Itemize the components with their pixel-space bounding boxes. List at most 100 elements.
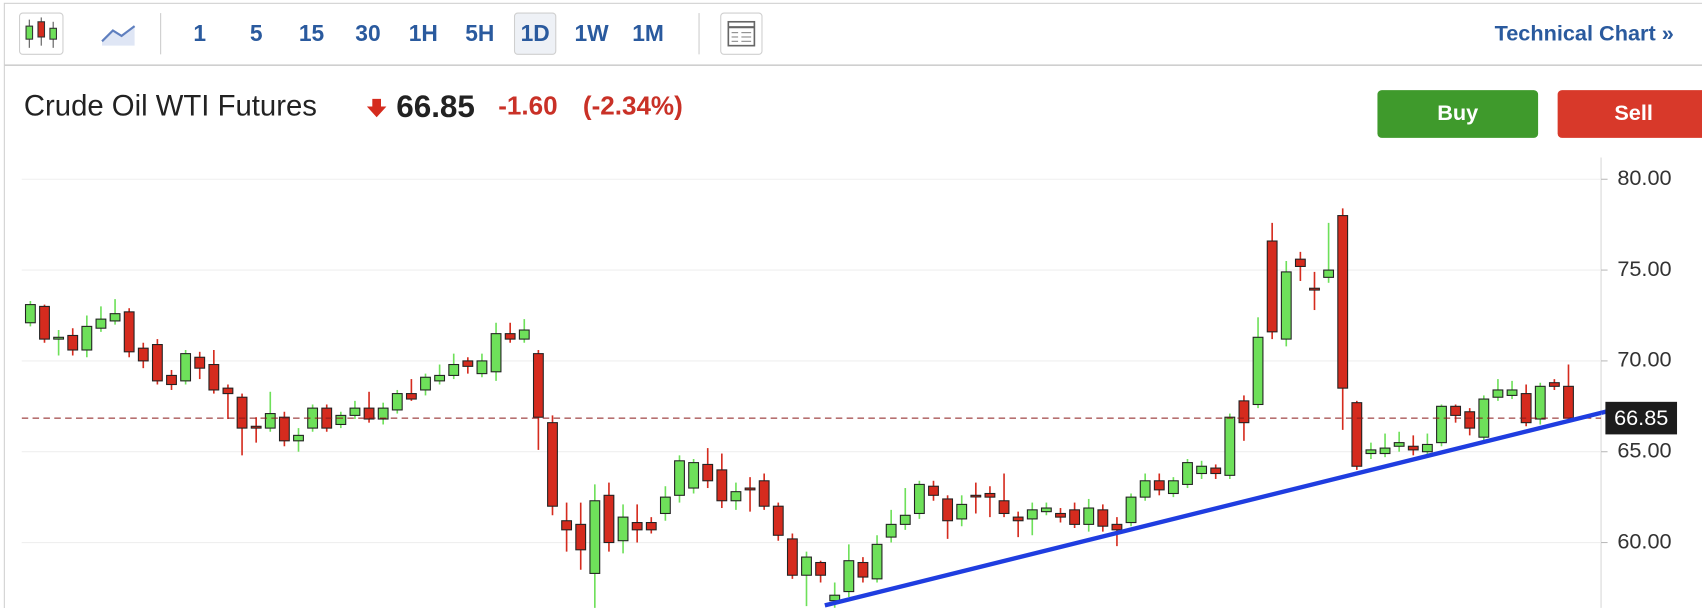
candle-body <box>603 494 615 544</box>
candle-body <box>222 387 234 395</box>
candle-body <box>617 516 629 542</box>
interval-button[interactable]: 1H <box>409 20 438 46</box>
candle-body <box>758 480 770 507</box>
chart-type-candles[interactable] <box>18 12 64 55</box>
candle-body <box>1083 507 1095 525</box>
candle-body <box>1393 442 1405 447</box>
interval-button[interactable]: 5 <box>250 20 263 46</box>
interval-button[interactable]: 15 <box>299 20 325 46</box>
price-change-pct: (-2.34%) <box>583 90 683 120</box>
candle-body <box>801 556 812 576</box>
candle-body <box>1280 271 1292 340</box>
y-tick-label: 75.00 <box>1617 256 1671 281</box>
instrument-name: Crude Oil WTI Futures <box>24 89 317 122</box>
candle-body <box>1492 389 1504 398</box>
interval-group: 1 5 15 30 1H 5H 1D 1W 1M <box>193 12 664 55</box>
candle-body <box>702 463 714 482</box>
last-price-label: 66.85 <box>1614 405 1668 430</box>
candle-body <box>349 407 361 416</box>
grid <box>21 178 1602 544</box>
y-tick-label: 60.00 <box>1617 528 1671 553</box>
candle-body <box>589 500 601 574</box>
candle-body <box>1309 287 1320 291</box>
candle-body <box>1139 480 1151 498</box>
candle-body <box>278 416 290 442</box>
candle-body <box>645 522 657 531</box>
interval-button[interactable]: 1W <box>574 20 609 46</box>
candle-body <box>81 325 93 351</box>
candle-body <box>1450 405 1462 416</box>
candle-body <box>716 469 728 502</box>
candle-body <box>264 413 276 429</box>
candle-body <box>67 334 79 351</box>
candle-body <box>1026 509 1038 520</box>
candle-body <box>1534 385 1546 420</box>
candle-body <box>1407 445 1419 451</box>
interval-button[interactable]: 1 <box>193 20 206 46</box>
candle-body <box>786 538 798 576</box>
candle-body <box>631 522 643 531</box>
chart-type-area[interactable] <box>101 25 136 46</box>
candle-body <box>1506 389 1518 396</box>
candle-body <box>1125 496 1137 524</box>
buy-label[interactable]: Buy <box>1437 100 1478 125</box>
candle-body <box>39 305 50 340</box>
candle-body <box>1069 509 1081 525</box>
candle-body <box>95 318 107 329</box>
interval-button[interactable]: 5H <box>465 20 494 46</box>
candle-body <box>1365 449 1377 455</box>
candle-body <box>1266 240 1278 333</box>
layout-button[interactable] <box>720 12 763 55</box>
candle-body <box>532 353 544 418</box>
candle-body <box>843 560 855 593</box>
candle-body <box>363 407 375 420</box>
y-tick-label: 80.00 <box>1617 165 1671 190</box>
technical-chart-link[interactable]: Technical Chart » <box>1495 21 1674 46</box>
candle-body <box>137 347 149 362</box>
candle-body <box>575 523 587 551</box>
candle-body <box>434 374 446 382</box>
candle-body <box>1111 523 1123 531</box>
last-price: 66.85 <box>396 89 475 124</box>
candle-body <box>504 333 516 340</box>
candle-body <box>1238 400 1250 424</box>
candle-body <box>1351 402 1363 467</box>
candle-body <box>1520 393 1532 424</box>
candle-body <box>1252 336 1264 406</box>
candle-body <box>123 311 135 353</box>
interval-active <box>513 12 557 55</box>
sell-button[interactable]: Sell <box>1557 90 1702 138</box>
candle-body <box>24 304 36 324</box>
candle-body <box>857 561 869 578</box>
candle-body <box>674 460 685 496</box>
candle-body <box>250 425 262 429</box>
candle-body <box>956 503 968 520</box>
last-price-tag <box>1605 401 1678 435</box>
candle-body <box>1436 405 1447 444</box>
interval-button[interactable]: 1M <box>632 20 664 46</box>
candle-body <box>970 494 982 498</box>
candle-body <box>1224 416 1236 476</box>
y-tick-label: 65.00 <box>1617 437 1671 462</box>
sell-label[interactable]: Sell <box>1614 100 1653 125</box>
candle-body <box>53 336 65 340</box>
candle-body <box>928 485 939 496</box>
candle-body <box>899 514 911 525</box>
interval-button[interactable]: 30 <box>355 20 380 46</box>
candle-body <box>1153 480 1165 491</box>
candle-body <box>391 393 403 411</box>
plot <box>21 208 1602 608</box>
candle-body <box>180 353 192 382</box>
candle-body <box>730 491 742 502</box>
candle-body <box>942 498 954 522</box>
candle-body <box>1196 465 1208 475</box>
trendline <box>824 410 1602 608</box>
candle-body <box>547 422 558 507</box>
candle-body <box>1548 382 1560 387</box>
candle-body <box>448 363 460 376</box>
interval-button[interactable]: 1D <box>521 20 550 46</box>
buy-button[interactable]: Buy <box>1377 90 1539 138</box>
candle-body <box>194 356 206 369</box>
